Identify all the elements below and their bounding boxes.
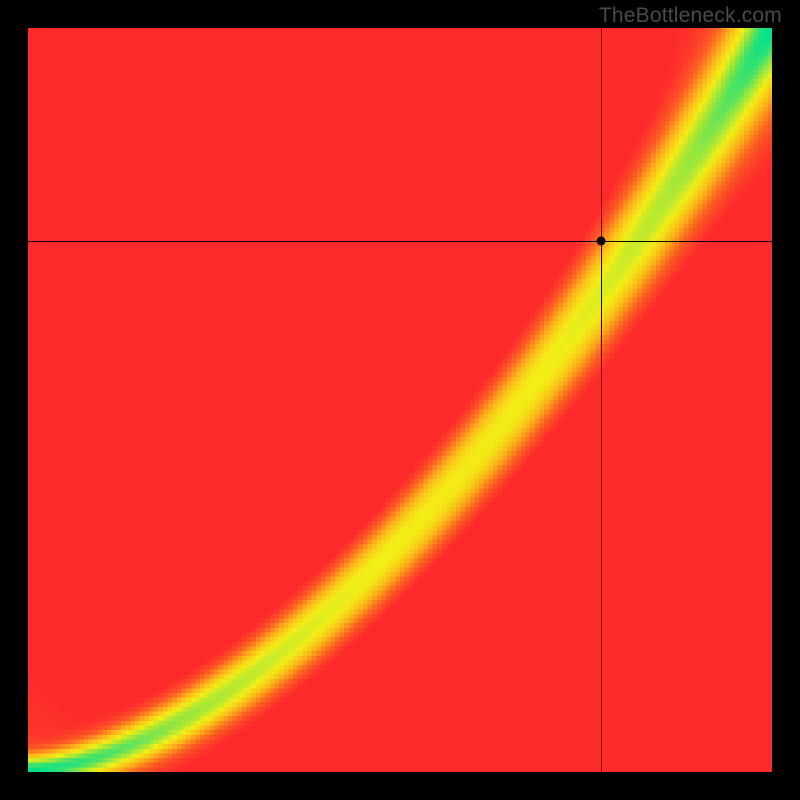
crosshair-horizontal	[28, 241, 772, 243]
data-point-marker	[596, 236, 605, 245]
watermark-text: TheBottleneck.com	[599, 4, 782, 28]
plot-area	[28, 28, 772, 772]
crosshair-vertical	[601, 28, 603, 772]
chart-container: TheBottleneck.com	[0, 0, 800, 800]
heatmap-canvas	[28, 28, 772, 772]
